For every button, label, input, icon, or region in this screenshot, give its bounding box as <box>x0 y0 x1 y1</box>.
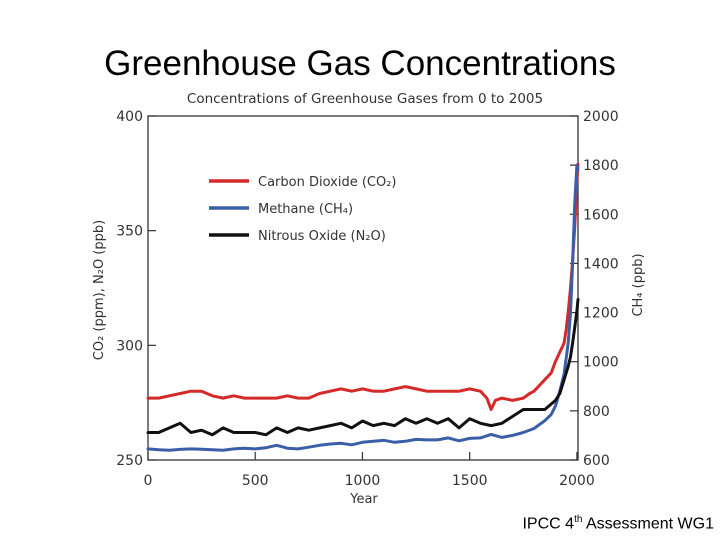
series-line <box>146 163 580 452</box>
y-left-tick-label: 300 <box>116 338 143 354</box>
y-axis-right-label: CH₄ (ppb) <box>631 253 646 316</box>
source-credit: IPCC 4th Assessment WG1 <box>522 514 714 533</box>
y-right-tick-label: 2000 <box>583 109 619 125</box>
credit-suffix: Assessment WG1 <box>582 515 714 533</box>
y-axis-left-label: CO₂ (ppm), N₂O (ppb) <box>92 220 107 360</box>
chart-title: Concentrations of Greenhouse Gases from … <box>187 91 543 107</box>
y-left-tick-label: 350 <box>116 224 143 240</box>
y-right-tick-label: 1200 <box>583 306 619 322</box>
x-tick-label: 2000 <box>559 473 595 489</box>
y-axis-right: 600 800 1000 1200 1400 1600 1800 2000 <box>570 109 619 469</box>
y-left-tick-label: 400 <box>116 109 143 125</box>
y-right-tick-label: 1000 <box>583 355 619 371</box>
x-axis: 0 500 1000 1500 2000 <box>144 452 595 489</box>
credit-superscript: th <box>574 514 583 525</box>
y-right-tick-label: 600 <box>583 453 610 469</box>
y-right-tick-label: 800 <box>583 404 610 420</box>
series-line <box>146 298 580 437</box>
series-layer <box>146 162 580 452</box>
x-tick-label: 0 <box>144 473 153 489</box>
legend: Carbon Dioxide (CO₂) Methane (CH₄) Nitrous… <box>209 175 397 244</box>
slide-title: Greenhouse Gas Concentrations <box>104 44 616 83</box>
y-axis-left: 250 300 350 400 <box>116 109 156 469</box>
y-right-tick-label: 1400 <box>583 256 619 272</box>
y-right-tick-label: 1800 <box>583 158 619 174</box>
credit-prefix: IPCC 4 <box>522 515 575 533</box>
x-axis-label: Year <box>349 492 378 507</box>
x-tick-label: 1500 <box>452 473 488 489</box>
plot-frame <box>147 115 579 461</box>
x-tick-label: 1000 <box>345 473 381 489</box>
y-right-tick-label: 1600 <box>583 207 619 223</box>
legend-label: Nitrous Oxide (N₂O) <box>258 229 386 244</box>
legend-label: Carbon Dioxide (CO₂) <box>258 175 397 190</box>
y-left-tick-label: 250 <box>116 453 143 469</box>
x-tick-label: 500 <box>242 473 269 489</box>
series-line <box>146 162 580 411</box>
legend-label: Methane (CH₄) <box>258 202 353 217</box>
